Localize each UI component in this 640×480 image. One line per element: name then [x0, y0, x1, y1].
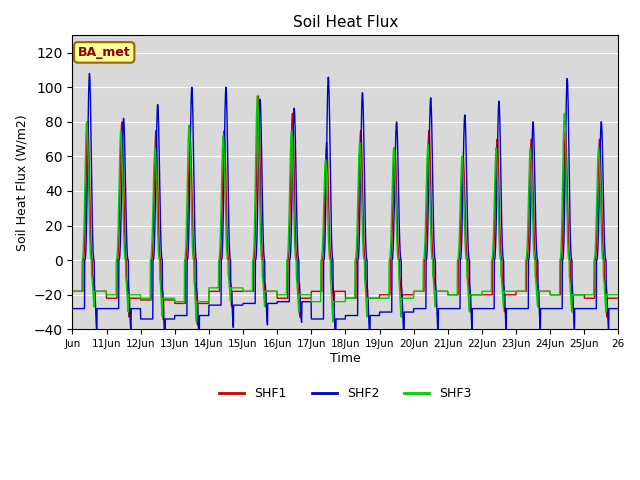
SHF1 — [241, 288, 249, 294]
SHF1 — [68, 288, 76, 294]
SHF2 — [614, 306, 622, 312]
SHF1 — [255, 93, 262, 99]
SHF1 — [194, 322, 202, 328]
SHF3 — [329, 319, 337, 325]
SHF3 — [241, 288, 248, 294]
SHF2 — [68, 306, 76, 312]
SHF3 — [607, 292, 615, 298]
SHF2 — [510, 306, 518, 312]
X-axis label: Time: Time — [330, 352, 361, 365]
SHF2 — [607, 306, 615, 312]
SHF2 — [379, 309, 387, 315]
Legend: SHF1, SHF2, SHF3: SHF1, SHF2, SHF3 — [214, 383, 476, 406]
Line: SHF3: SHF3 — [72, 96, 618, 322]
SHF3 — [253, 93, 261, 99]
SHF2 — [541, 306, 548, 312]
SHF1 — [379, 292, 387, 298]
SHF3 — [379, 295, 387, 301]
SHF1 — [607, 295, 615, 301]
SHF2 — [332, 346, 340, 351]
SHF3 — [123, 290, 131, 296]
SHF1 — [614, 295, 622, 301]
Y-axis label: Soil Heat Flux (W/m2): Soil Heat Flux (W/m2) — [15, 114, 28, 251]
SHF2 — [124, 249, 131, 255]
SHF1 — [123, 277, 131, 283]
Line: SHF1: SHF1 — [72, 96, 618, 325]
SHF2 — [86, 71, 93, 76]
Line: SHF2: SHF2 — [72, 73, 618, 348]
Text: BA_met: BA_met — [78, 46, 131, 59]
SHF2 — [241, 300, 249, 306]
SHF3 — [510, 288, 518, 294]
SHF3 — [614, 292, 622, 298]
SHF3 — [68, 288, 76, 294]
SHF1 — [541, 288, 548, 294]
Title: Soil Heat Flux: Soil Heat Flux — [292, 15, 398, 30]
SHF3 — [541, 288, 548, 294]
SHF1 — [510, 292, 518, 298]
